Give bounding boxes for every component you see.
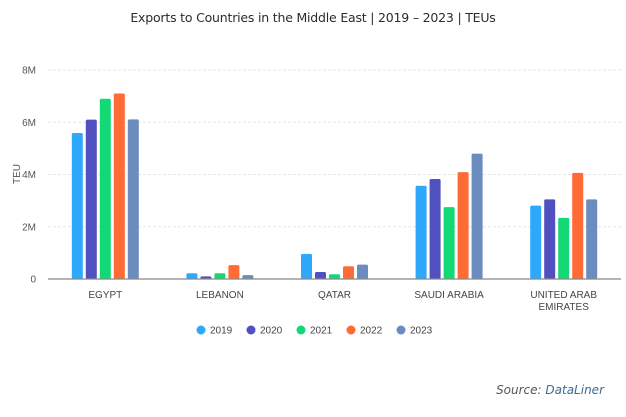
bar-lebanon-2021[interactable]: 2021: 220000 [214, 273, 226, 279]
bar-egypt-2021[interactable]: 2021: 6900000 [99, 98, 111, 279]
bar-qatar-2020[interactable]: 2020: 270000 [315, 271, 326, 279]
x-category-label: LEBANON [196, 290, 244, 301]
gridlines [48, 69, 621, 228]
bar-egypt-2023[interactable]: 2023: 6110000 [127, 119, 139, 279]
y-tick-label: 0 [30, 275, 36, 286]
bar-saudi-arabia-2021[interactable]: 2021: 2750000 [443, 207, 455, 279]
legend-item-2023[interactable]: 2023 [396, 325, 433, 337]
bar-egypt-2020[interactable]: 2020: 6100000 [85, 119, 97, 279]
bar-saudi-arabia-2022[interactable]: 2022: 4090000 [457, 172, 469, 279]
chart-title: Exports to Countries in the Middle East … [130, 10, 496, 25]
bar-united-arab-emirates-2020[interactable]: 2020: 3050000 [544, 199, 556, 279]
y-tick-label: 8M [22, 66, 36, 77]
x-category-label: QATAR [318, 290, 351, 301]
legend-swatch [296, 325, 306, 335]
bar-lebanon-2022[interactable]: 2022: 530000 [228, 265, 240, 279]
y-axis-ticks: 0 2M 4M 6M 8M [22, 66, 36, 286]
legend-item-2021[interactable]: 2021 [296, 325, 333, 337]
source-prefix: Source: [496, 383, 546, 397]
legend-item-2020[interactable]: 2020 [246, 325, 283, 337]
bar-qatar-2021[interactable]: 2021: 180000 [329, 274, 340, 279]
x-category-label: UNITED ARAB EMIRATES [530, 290, 597, 313]
bar-saudi-arabia-2020[interactable]: 2020: 3830000 [429, 178, 441, 279]
legend-label: 2021 [310, 326, 333, 337]
bar-egypt-2022[interactable]: 2022: 7100000 [113, 93, 125, 279]
legend-item-2022[interactable]: 2022 [346, 325, 383, 337]
bar-united-arab-emirates-2021[interactable]: 2021: 2340000 [558, 217, 570, 279]
legend-item-2019[interactable]: 2019 [196, 325, 233, 337]
legend-label: 2022 [360, 326, 383, 337]
source-credit: Source: DataLiner [496, 383, 604, 397]
y-tick-label: 2M [22, 222, 36, 233]
legend-swatch [246, 325, 256, 335]
bar-united-arab-emirates-2019[interactable]: 2019: 2810000 [530, 205, 542, 279]
y-tick-label: 6M [22, 118, 36, 129]
x-category-label: SAUDI ARABIA [414, 290, 484, 301]
legend-swatch [346, 325, 356, 335]
y-tick-label: 4M [22, 170, 36, 181]
bar-united-arab-emirates-2022[interactable]: 2022: 4060000 [572, 172, 584, 279]
legend: 2019 2020 2021 2022 2023 [196, 325, 433, 337]
bar-saudi-arabia-2023[interactable]: 2023: 4800000 [471, 153, 483, 279]
bar-lebanon-2023[interactable]: 2023: 150000 [242, 275, 254, 279]
y-axis-label: TEU [12, 164, 23, 184]
legend-swatch [196, 325, 206, 335]
source-name[interactable]: DataLiner [545, 383, 604, 397]
bar-qatar-2023[interactable]: 2023: 550000 [357, 264, 368, 279]
bar-egypt-2019[interactable]: 2019: 5590000 [71, 132, 83, 279]
bar-saudi-arabia-2019[interactable]: 2019: 3570000 [415, 185, 427, 279]
legend-label: 2019 [210, 326, 233, 337]
bar-qatar-2022[interactable]: 2022: 490000 [343, 266, 354, 279]
legend-label: 2020 [260, 326, 283, 337]
x-axis-categories: EGYPT LEBANON QATAR SAUDI ARABIA UNITED ARAB… [88, 290, 597, 313]
legend-label: 2023 [410, 326, 433, 337]
bar-qatar-2019[interactable]: 2019: 960000 [301, 253, 312, 279]
bar-lebanon-2019[interactable]: 2019: 220000 [186, 273, 198, 279]
bars: 2019: 55900002020: 61000002021: 69000002… [71, 93, 598, 279]
x-category-label: EGYPT [88, 290, 122, 301]
bar-lebanon-2020[interactable]: 2020: 100000 [200, 276, 212, 279]
legend-swatch [396, 325, 406, 335]
bar-united-arab-emirates-2023[interactable]: 2023: 3050000 [586, 199, 598, 279]
